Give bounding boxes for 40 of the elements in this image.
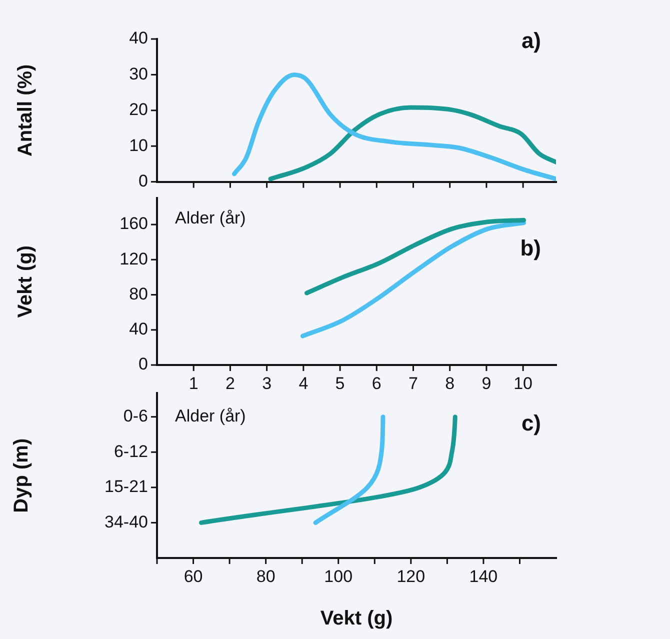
y-axis-title: Vekt (g) — [14, 245, 37, 318]
annotation: b) — [520, 235, 541, 260]
y-tick-label: 34-40 — [104, 512, 148, 532]
x-tick-label: 4 — [298, 374, 308, 393]
y-tick-label: 30 — [129, 64, 148, 84]
annotation: Alder (år) — [175, 406, 246, 426]
y-tick-label: 40 — [129, 28, 148, 48]
line-series — [232, 72, 556, 182]
x-tick-label: 8 — [445, 374, 455, 393]
x-tick-label: 2 — [225, 374, 235, 393]
x-tick-label: 80 — [256, 566, 276, 586]
x-tick-label: 7 — [408, 374, 418, 393]
x-tick-label: 140 — [469, 566, 498, 586]
y-tick-label: 10 — [129, 136, 148, 155]
y-tick-label: 120 — [120, 249, 148, 268]
x-tick-label: 5 — [335, 374, 345, 393]
y-tick-label: 40 — [129, 320, 148, 339]
x-axis-title: Vekt (g) — [320, 608, 393, 630]
y-tick-label: 0 — [138, 354, 148, 374]
x-tick-label: 3 — [262, 374, 272, 393]
x-tick-label: 120 — [396, 566, 426, 586]
y-tick-label: 6-12 — [114, 442, 148, 461]
x-tick-label: 100 — [324, 566, 353, 586]
y-axis-title: Dyp (m) — [10, 438, 33, 513]
y-tick-label: 0 — [138, 171, 148, 190]
y-tick-label: 0-6 — [123, 406, 148, 426]
y-tick-label: 15-21 — [104, 477, 148, 496]
x-tick-label: 6 — [372, 374, 382, 393]
annotation: Alder (år) — [175, 208, 246, 228]
x-tick-label: 10 — [514, 374, 533, 393]
line-series — [268, 105, 556, 182]
y-tick-label: 80 — [129, 284, 148, 304]
y-tick-label: 20 — [129, 100, 148, 120]
x-tick-label: 9 — [482, 374, 492, 393]
annotation: c) — [521, 410, 541, 436]
y-tick-label: 160 — [120, 214, 148, 234]
x-tick-label: 60 — [184, 566, 203, 586]
y-axis-title: Antall (%) — [14, 64, 37, 157]
annotation: a) — [521, 28, 541, 54]
x-tick-label: 1 — [188, 374, 198, 393]
